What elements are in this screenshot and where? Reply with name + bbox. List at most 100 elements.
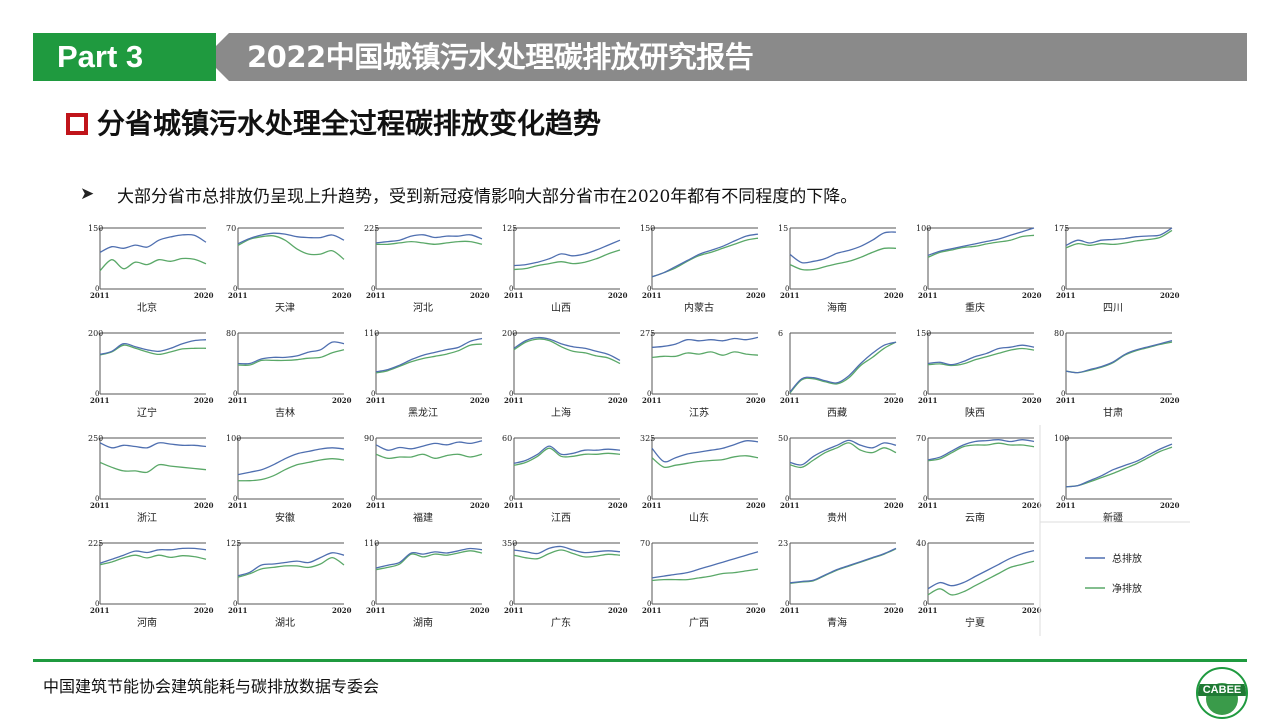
y-zero-tick-label: 0 [785,285,789,293]
x-end-tick-label: 2020 [194,501,214,510]
net-emission-line [513,338,621,365]
x-start-tick-label: 2011 [504,291,524,300]
section-title: 分省城镇污水处理全过程碳排放变化趋势 [97,107,602,140]
y-max-tick-label: 6 [778,329,783,338]
header-banner: Part 3 2022中国城镇污水处理碳排放研究报告 [33,33,1247,81]
y-zero-tick-label: 0 [95,495,99,503]
total-emission-line [513,336,621,361]
y-max-tick-label: 90 [364,434,374,443]
x-end-tick-label: 2020 [194,396,214,405]
province-name-label: 吉林 [275,406,295,419]
total-emission-line [651,440,759,463]
x-start-tick-label: 2011 [366,501,386,510]
y-zero-tick-label: 0 [233,495,237,503]
province-name-label: 山西 [551,302,571,314]
province-name-label: 天津 [275,302,295,314]
y-zero-tick-label: 0 [371,390,375,398]
x-start-tick-label: 2011 [90,606,110,615]
net-emission-line [789,548,897,584]
y-max-tick-label: 200 [502,329,517,338]
net-emission-line [237,234,345,260]
net-emission-line [375,343,483,374]
net-emission-line [651,351,759,359]
x-start-tick-label: 2011 [228,606,248,615]
x-end-tick-label: 2020 [332,606,352,615]
x-end-tick-label: 2020 [332,291,352,300]
net-emission-line [513,447,621,467]
y-max-tick-label: 125 [226,539,241,548]
x-end-tick-label: 2020 [608,606,628,615]
net-emission-line [237,458,345,482]
y-zero-tick-label: 0 [647,600,651,608]
province-name-label: 北京 [137,301,157,314]
total-emission-line [375,234,483,244]
x-start-tick-label: 2011 [90,501,110,510]
net-emission-line [99,344,207,356]
total-emission-line [237,447,345,476]
net-emission-line [237,349,345,367]
part-label: Part 3 [33,33,216,81]
total-emission-line [789,439,897,466]
province-name-label: 河北 [413,302,433,314]
total-emission-line [789,547,897,584]
x-end-tick-label: 2020 [746,501,766,510]
net-emission-line [789,341,897,394]
y-zero-tick-label: 0 [95,285,99,293]
y-zero-tick-label: 0 [233,600,237,608]
y-zero-tick-label: 0 [923,600,927,608]
x-end-tick-label: 2020 [884,501,904,510]
total-emission-line [927,227,1035,257]
total-emission-line [1065,339,1173,374]
y-max-tick-label: 225 [364,224,379,233]
x-end-tick-label: 2020 [470,291,490,300]
total-emission-line [513,445,621,465]
net-emission-line [927,560,1035,596]
province-name-label: 湖南 [413,616,433,629]
y-max-tick-label: 110 [364,329,379,338]
total-emission-line [927,439,1035,461]
total-emission-line [651,336,759,349]
x-start-tick-label: 2011 [780,291,800,300]
section-square-icon [66,113,88,135]
y-max-tick-label: 125 [502,224,517,233]
y-zero-tick-label: 0 [95,600,99,608]
x-start-tick-label: 2011 [1056,501,1076,510]
net-emission-line [237,556,345,578]
y-max-tick-label: 175 [1054,224,1069,233]
x-start-tick-label: 2011 [780,396,800,405]
x-start-tick-label: 2011 [366,291,386,300]
province-name-label: 重庆 [965,301,985,314]
y-zero-tick-label: 0 [509,600,513,608]
province-name-label: 湖北 [275,617,295,629]
total-emission-line [651,233,759,278]
bullet-text: 大部分省市总排放仍呈现上升趋势，受到新冠疫情影响大部分省市在2020年都有不同程… [117,187,858,207]
province-name-label: 广西 [689,617,709,629]
total-emission-line [789,341,897,393]
y-max-tick-label: 100 [1054,434,1069,443]
y-zero-tick-label: 0 [509,285,513,293]
x-end-tick-label: 2020 [1160,291,1180,300]
y-zero-tick-label: 0 [647,495,651,503]
total-emission-line [237,552,345,577]
x-end-tick-label: 2020 [884,291,904,300]
x-start-tick-label: 2011 [228,501,248,510]
province-name-label: 上海 [551,406,571,419]
y-max-tick-label: 325 [640,434,655,443]
y-max-tick-label: 100 [916,224,931,233]
net-emission-line [927,234,1035,258]
x-end-tick-label: 2020 [1160,396,1180,405]
y-zero-tick-label: 0 [647,285,651,293]
y-max-tick-label: 80 [1054,329,1064,338]
